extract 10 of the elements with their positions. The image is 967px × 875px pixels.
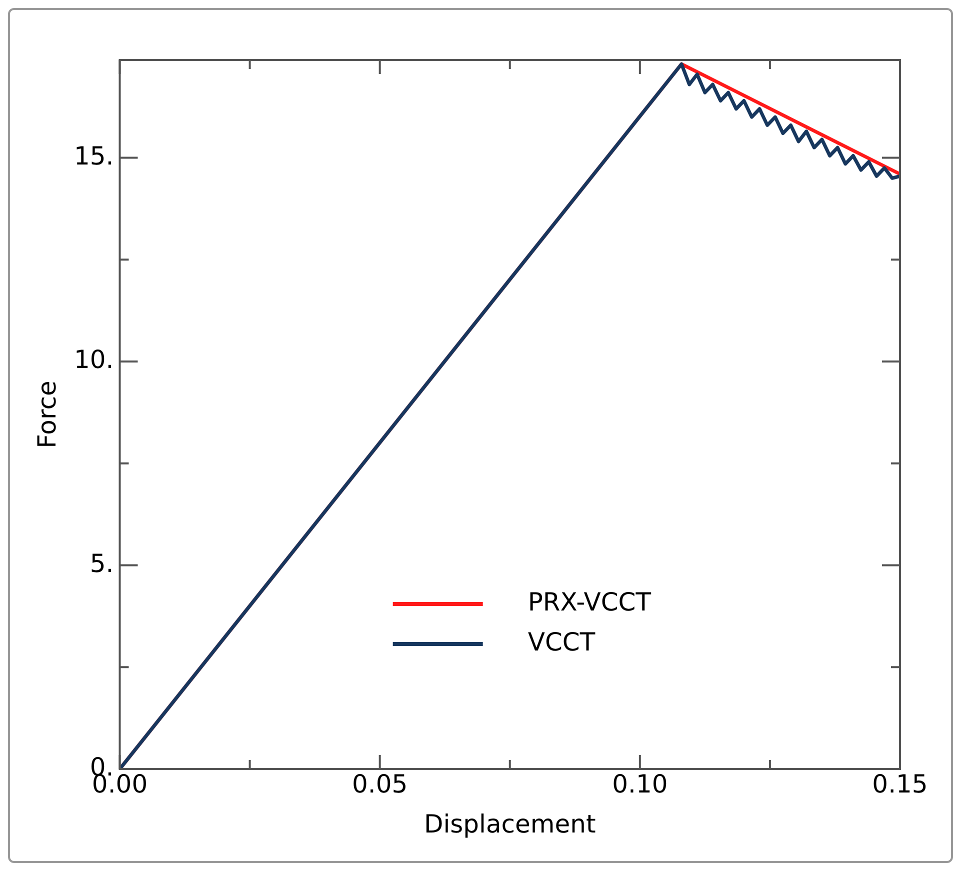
legend-label: PRX-VCCT bbox=[528, 588, 652, 616]
x-tick-label: 0.10 bbox=[612, 770, 668, 798]
x-tick-label: 0.15 bbox=[872, 770, 928, 798]
y-axis-title: Force bbox=[32, 380, 62, 448]
y-tick-label: 10. bbox=[74, 345, 114, 374]
y-tick-label: 5. bbox=[90, 548, 114, 578]
y-tick-label: 15. bbox=[74, 141, 114, 170]
x-tick-label: 0.05 bbox=[352, 770, 408, 798]
legend-label: VCCT bbox=[528, 628, 596, 656]
x-axis-title: Displacement bbox=[424, 810, 596, 838]
